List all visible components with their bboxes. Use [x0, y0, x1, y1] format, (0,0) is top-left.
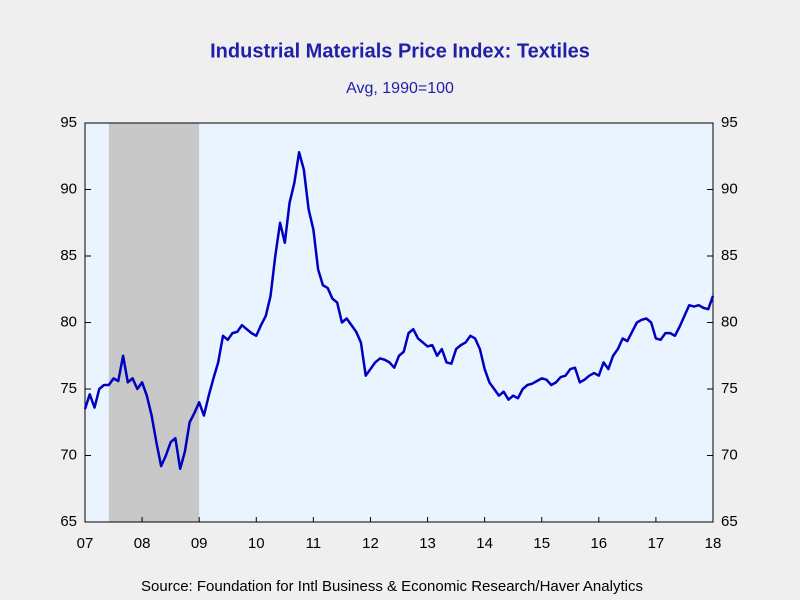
x-tick-label: 17 [648, 535, 665, 552]
plot-frame [84, 122, 714, 523]
y2-tick-label: 80 [721, 313, 738, 330]
x-tick-label: 14 [476, 535, 493, 552]
y-tick-label: 70 [60, 446, 77, 463]
x-tick-label: 10 [248, 535, 265, 552]
chart-subtitle: Avg, 1990=100 [346, 80, 454, 97]
y-tick-label: 85 [60, 247, 77, 264]
y2-tick-label: 95 [721, 114, 738, 131]
x-tick-label: 07 [77, 535, 94, 552]
x-tick-label: 18 [705, 535, 722, 552]
source-note: Source: Foundation for Intl Business & E… [141, 578, 643, 595]
recession-shade [108, 123, 200, 522]
x-tick-label: 13 [419, 535, 436, 552]
y-tick-label: 80 [60, 313, 77, 330]
x-tick-label: 16 [590, 535, 607, 552]
data-line [83, 151, 715, 471]
y2-tick-label: 70 [721, 446, 738, 463]
y-tick-label: 75 [60, 380, 77, 397]
y2-tick-label: 75 [721, 380, 738, 397]
x-tick-label: 11 [306, 535, 322, 552]
y-tick-label: 65 [60, 513, 77, 530]
y2-tick-label: 65 [721, 513, 738, 530]
x-tick-label: 09 [191, 535, 208, 552]
x-tick-label: 08 [134, 535, 151, 552]
x-tick-label: 12 [362, 535, 379, 552]
y2-tick-label: 90 [721, 180, 738, 197]
y-tick-label: 95 [60, 114, 77, 131]
x-tick-label: 15 [533, 535, 550, 552]
y2-tick-label: 85 [721, 247, 738, 264]
y-tick-label: 90 [60, 180, 77, 197]
chart-title: Industrial Materials Price Index: Textil… [210, 40, 590, 62]
